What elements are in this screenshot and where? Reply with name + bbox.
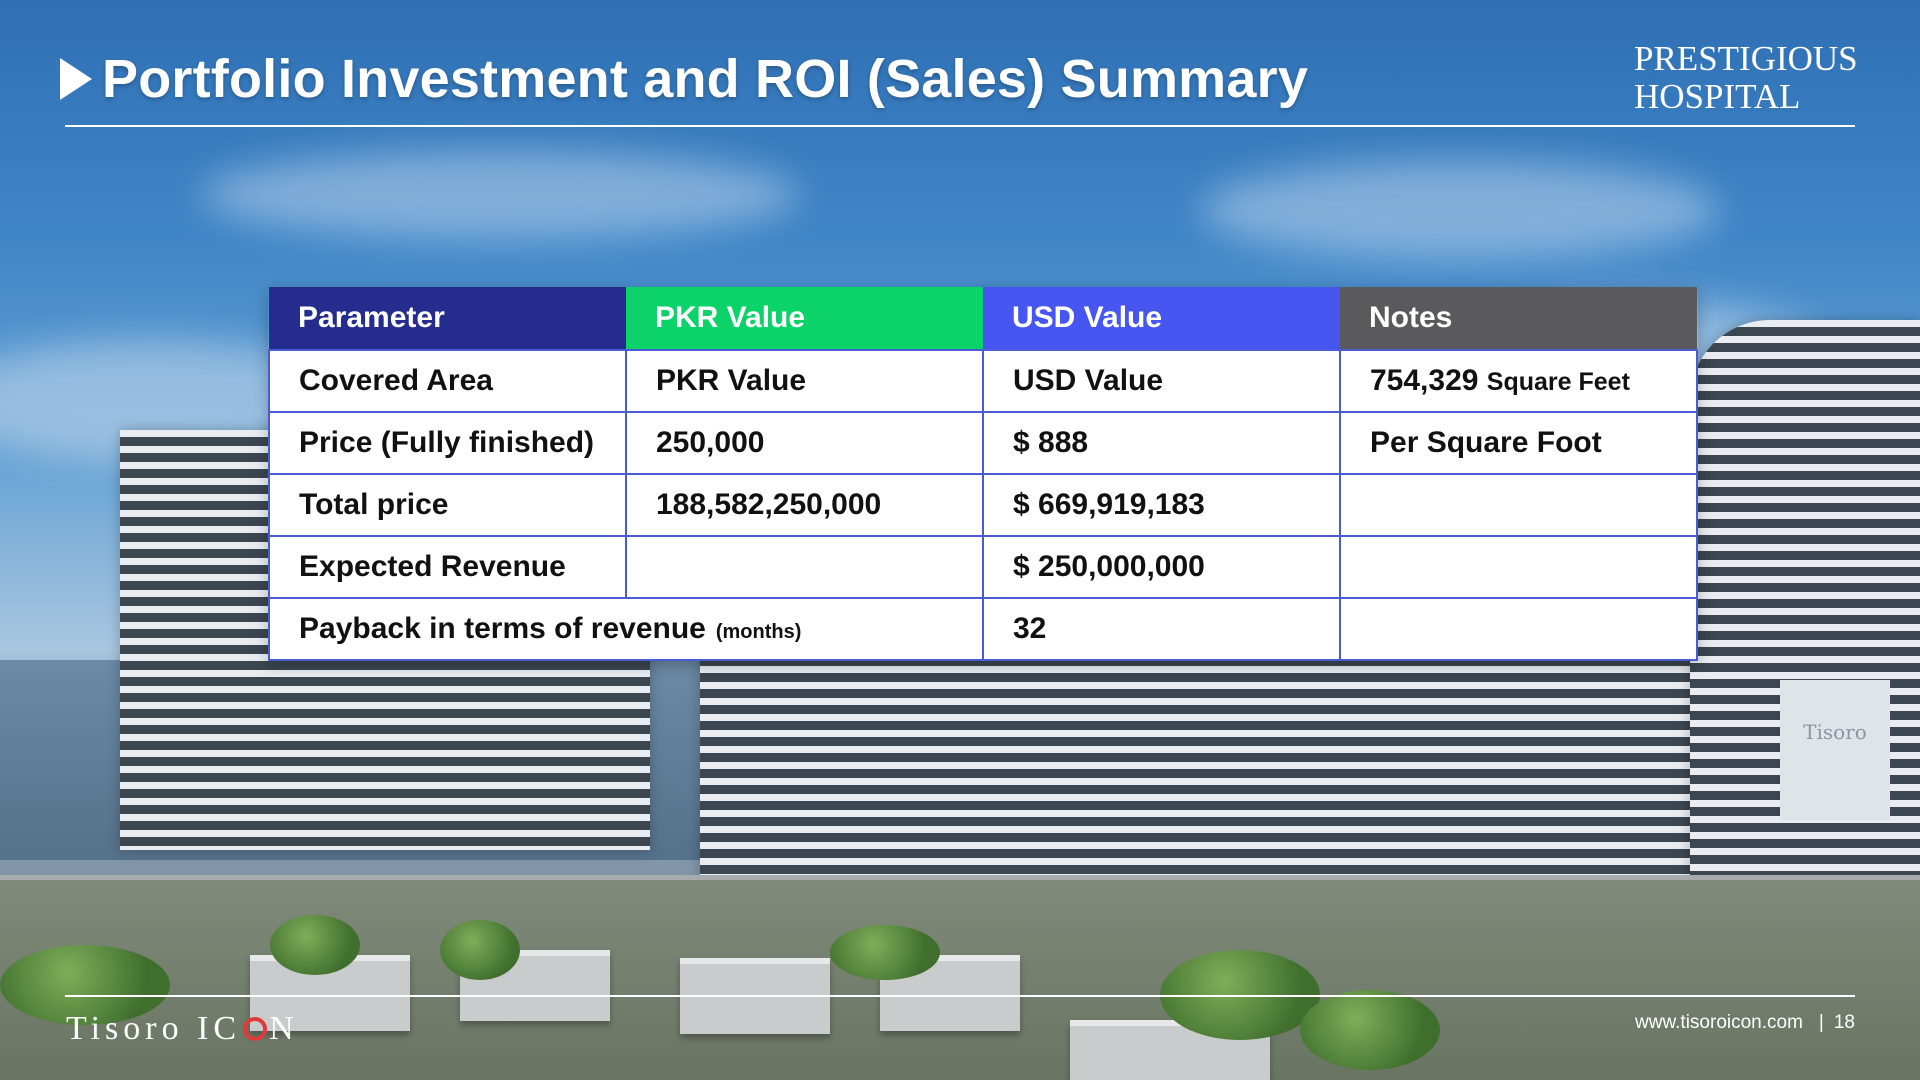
building-right [1690,320,1920,920]
header-usd-value: USD Value [983,287,1340,350]
header-notes: Notes [1340,287,1697,350]
cell-parameter: Payback in terms of revenue (months) [268,597,984,661]
parameter-label: Payback in terms of revenue [299,612,706,645]
logo-text-end: N [269,1010,299,1047]
parameter-unit: (months) [715,621,802,643]
table-row: Payback in terms of revenue (months) 32 [268,597,1698,661]
tree [0,945,170,1025]
page-number: 18 [1833,1012,1855,1033]
logo-emblem-icon [243,1017,268,1041]
cell-pkr [625,535,984,599]
logo-text: Tisoro IC [66,1010,242,1047]
cell-usd: $ 888 [982,411,1341,475]
cell-pkr: 250,000 [625,411,984,475]
header-pkr-value: PKR Value [626,287,983,350]
table-header-row: Parameter PKR Value USD Value Notes [269,287,1697,350]
cell-pkr: PKR Value [625,349,984,413]
cell-usd: $ 250,000,000 [982,535,1341,599]
header-divider [65,125,1855,127]
cell-notes [1339,597,1698,661]
table-row: Price (Fully finished) 250,000 $ 888 Per… [268,411,1698,475]
slide-title: Portfolio Investment and ROI (Sales) Sum… [102,49,1309,109]
footer-separator: | [1818,1012,1824,1033]
tree [1300,990,1440,1070]
tree [830,925,940,980]
building-center [700,650,1790,880]
tree [270,915,360,975]
table-row: Expected Revenue $ 250,000,000 [268,535,1698,599]
website-link[interactable]: www.tisoroicon.com [1635,1012,1803,1033]
cell-parameter: Covered Area [268,349,627,413]
cell-notes [1339,535,1698,599]
tree [440,920,520,980]
cloud [200,150,800,240]
notes-unit: Square Feet [1486,368,1630,396]
cell-notes [1339,473,1698,537]
table-row: Total price 188,582,250,000 $ 669,919,18… [268,473,1698,537]
slide-header: Portfolio Investment and ROI (Sales) Sum… [60,48,1308,110]
cell-usd: $ 669,919,183 [982,473,1341,537]
cell-parameter: Price (Fully finished) [268,411,627,475]
cell-usd: 32 [982,597,1341,661]
header-parameter: Parameter [269,287,626,350]
play-arrow-icon [60,58,92,100]
table-row: Covered Area PKR Value USD Value 754,329… [268,349,1698,413]
cloud [1200,160,1720,260]
cell-usd: USD Value [982,349,1341,413]
notes-value: 754,329 [1370,364,1479,397]
cell-parameter: Total price [268,473,627,537]
building-sign: Tisoro [1780,680,1890,820]
roi-summary-table: Parameter PKR Value USD Value Notes Cove… [268,287,1698,661]
tisoro-icon-logo: Tisoro IC N [66,1010,299,1048]
villa [460,950,610,1021]
cell-notes: 754,329 Square Feet [1339,349,1698,413]
cell-notes: Per Square Foot [1339,411,1698,475]
cell-parameter: Expected Revenue [268,535,627,599]
footer-info: www.tisoroicon.com | 18 [1635,1012,1855,1034]
brand-logo-text: PRESTIGIOUS HOSPITAL [1634,40,1858,116]
footer-divider [65,995,1855,997]
brand-line-2: HOSPITAL [1634,77,1801,116]
cell-pkr: 188,582,250,000 [625,473,984,537]
building-sign-text: Tisoro [1803,720,1867,744]
brand-line-1: PRESTIGIOUS [1634,39,1858,78]
